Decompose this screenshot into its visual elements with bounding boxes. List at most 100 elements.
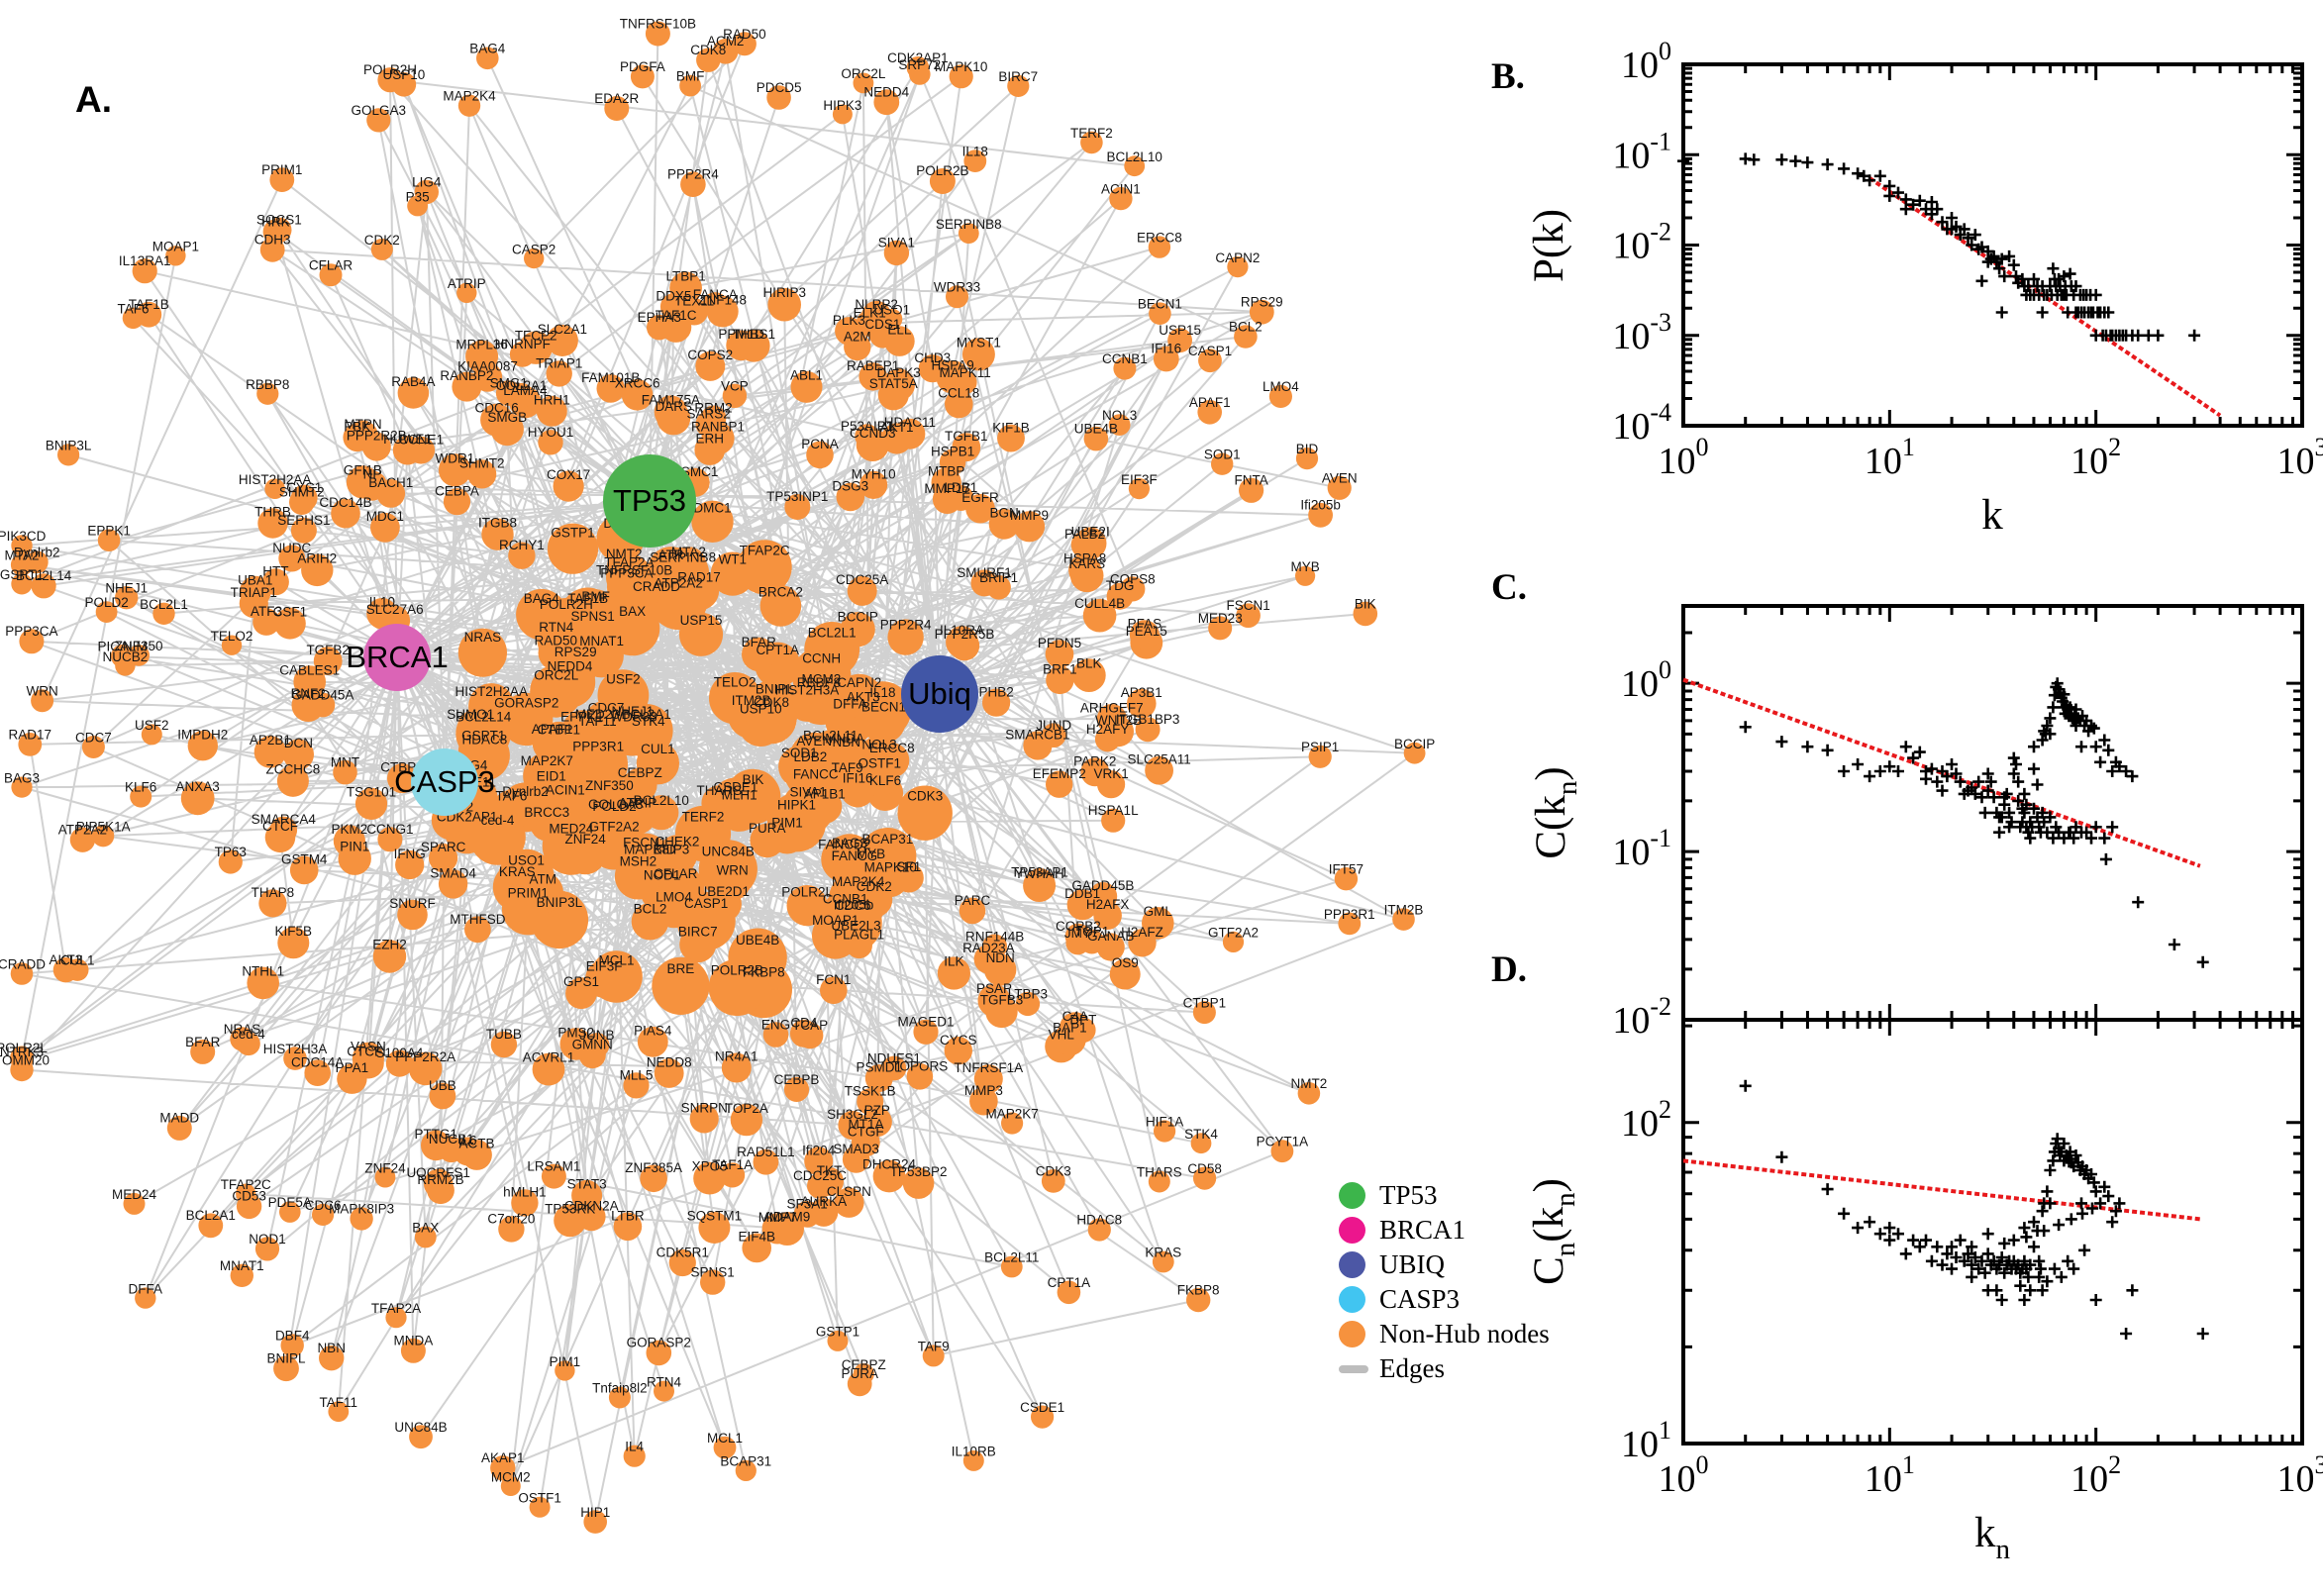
network-node-label: DAPK3 xyxy=(877,365,921,380)
network-node-label: MYH10 xyxy=(852,467,896,482)
network-node-label: IFI16 xyxy=(843,770,873,785)
legend: TP53 BRCA1 UBIQ CASP3 Non-Hub nodes Edges xyxy=(1339,1178,1550,1386)
legend-item-ubiq: UBIQ xyxy=(1339,1247,1550,1282)
network-node-label: PEA15 xyxy=(1126,624,1167,639)
network-node xyxy=(847,1371,872,1397)
network-node xyxy=(538,635,574,671)
network-node-label: DDX5 xyxy=(656,289,691,304)
network-node-label: C4A xyxy=(1062,1009,1088,1024)
network-graph: MAPK10 PIM1 EPPK1 USO1 GSPT1 UBE4B FSCN1 DFFA PP… xyxy=(0,16,1435,1534)
network-node-label: MAGED1 xyxy=(897,1015,954,1030)
network-node xyxy=(608,1386,631,1409)
network-node-label: PSMD1 xyxy=(857,1060,903,1075)
network-node-label: SLC27A6 xyxy=(366,602,424,617)
network-node xyxy=(1071,658,1106,692)
network-node-label: TFAP2C xyxy=(740,543,790,557)
network-node xyxy=(1060,1012,1091,1044)
network-node-label: MYST1 xyxy=(957,336,1001,350)
network-node-label: USP10 xyxy=(383,67,426,82)
network-node-label: HDAC11 xyxy=(884,415,936,430)
network-node-label: BECN1 xyxy=(1138,297,1182,312)
network-node xyxy=(1249,299,1274,325)
network-node-label: PURA xyxy=(749,821,786,836)
network-node-label: TDG xyxy=(1106,578,1135,593)
network-node-label: AKAP1 xyxy=(481,1450,525,1465)
network-node-label: CHD3 xyxy=(914,350,951,365)
network-node xyxy=(656,835,698,875)
network-node-label: TFAP2A xyxy=(371,1301,421,1316)
network-node-label: MTPN xyxy=(344,417,381,432)
network-node xyxy=(274,607,306,640)
network-node-label: MCL1 xyxy=(598,953,634,968)
network-node-label: KLF6 xyxy=(125,780,156,795)
network-node xyxy=(511,1189,539,1217)
network-node-label: ATF3 xyxy=(251,604,282,619)
network-node-label: COPB2 xyxy=(1056,919,1101,934)
network-node xyxy=(997,424,1025,452)
network-node xyxy=(1295,448,1319,470)
network-node-label: CDKN2A xyxy=(564,1199,619,1214)
network-node-label: CDC25A xyxy=(836,572,888,587)
network-node-label: WT1 xyxy=(719,552,748,567)
network-node-label: BCL2A1 xyxy=(186,1208,236,1223)
network-node xyxy=(1109,958,1141,990)
network-node xyxy=(1103,716,1134,748)
network-node-label: RANBP2 xyxy=(440,368,493,383)
legend-item-brca1: BRCA1 xyxy=(1339,1213,1550,1247)
network-node-label: GSTM4 xyxy=(281,852,328,867)
network-node xyxy=(922,1345,945,1367)
network-node-label: MCM2 xyxy=(802,672,842,687)
network-node xyxy=(559,587,616,644)
network-node-label: GADD45A xyxy=(291,687,354,702)
network-node-label: HUWE1 xyxy=(383,432,432,447)
network-node xyxy=(536,395,567,427)
network-node-label: LMO4 xyxy=(1262,379,1299,394)
network-node xyxy=(678,612,724,656)
network-node xyxy=(798,768,834,804)
network-node xyxy=(457,94,481,117)
network-node-label: TFAP2C xyxy=(221,1177,271,1192)
network-node-label: SH3GL2 xyxy=(827,1107,878,1122)
hub-nodes: TP53 BRCA1 Ubiq CASP3 xyxy=(346,454,978,816)
network-node xyxy=(366,598,398,630)
network-node xyxy=(946,285,968,309)
network-node-label: RTN4 xyxy=(647,1374,682,1389)
network-node xyxy=(387,763,417,794)
network-node xyxy=(277,927,310,959)
y-tick-label: 10-2 xyxy=(1612,992,1671,1042)
x-tick-label: 101 xyxy=(1865,1450,1915,1500)
network-node-label: THAP8 xyxy=(252,885,295,900)
panel-d-label: D. xyxy=(1491,949,1527,990)
network-node xyxy=(804,1147,834,1176)
network-node-label: DDB1 xyxy=(1064,886,1100,901)
network-node-label: IFT57 xyxy=(1329,862,1364,877)
network-node-label: S100A4 xyxy=(375,1046,424,1060)
network-node-label: GSTP1 xyxy=(816,1325,859,1340)
network-node-label: CTBP1 xyxy=(537,723,580,738)
network-node-label: CDC7 xyxy=(75,730,112,745)
network-node xyxy=(640,1164,667,1193)
network-node-label: PPM1D xyxy=(718,327,764,342)
network-node-label: TKT xyxy=(817,1163,843,1178)
network-node-label: BCAP31 xyxy=(862,832,914,847)
network-node xyxy=(407,436,436,464)
network-node-label: EDA2R xyxy=(594,91,639,106)
network-node xyxy=(606,553,653,601)
y-tick-label: 10-1 xyxy=(1612,824,1671,873)
network-node-label: BNIP3L xyxy=(537,895,583,910)
network-node-label: HTT xyxy=(262,564,288,579)
network-node-label: IL10RB xyxy=(952,1445,996,1459)
network-node-label: TOPORS xyxy=(892,1058,949,1073)
network-node-label: ITM2B xyxy=(1384,903,1424,918)
x-axis-title: kn xyxy=(1974,1510,2011,1565)
network-node-label: GTF2A2 xyxy=(1208,926,1259,941)
network-node xyxy=(579,633,624,678)
network-node-label: MLH1 xyxy=(722,787,758,802)
y-tick-label: 10-4 xyxy=(1612,398,1671,448)
network-node xyxy=(456,282,477,303)
network-node-label: PPP3CA xyxy=(600,565,653,580)
network-node xyxy=(654,395,688,429)
network-node-label: Ifi205b xyxy=(1300,498,1341,513)
y-tick-label: 10-2 xyxy=(1612,218,1671,267)
network-node xyxy=(165,246,186,266)
